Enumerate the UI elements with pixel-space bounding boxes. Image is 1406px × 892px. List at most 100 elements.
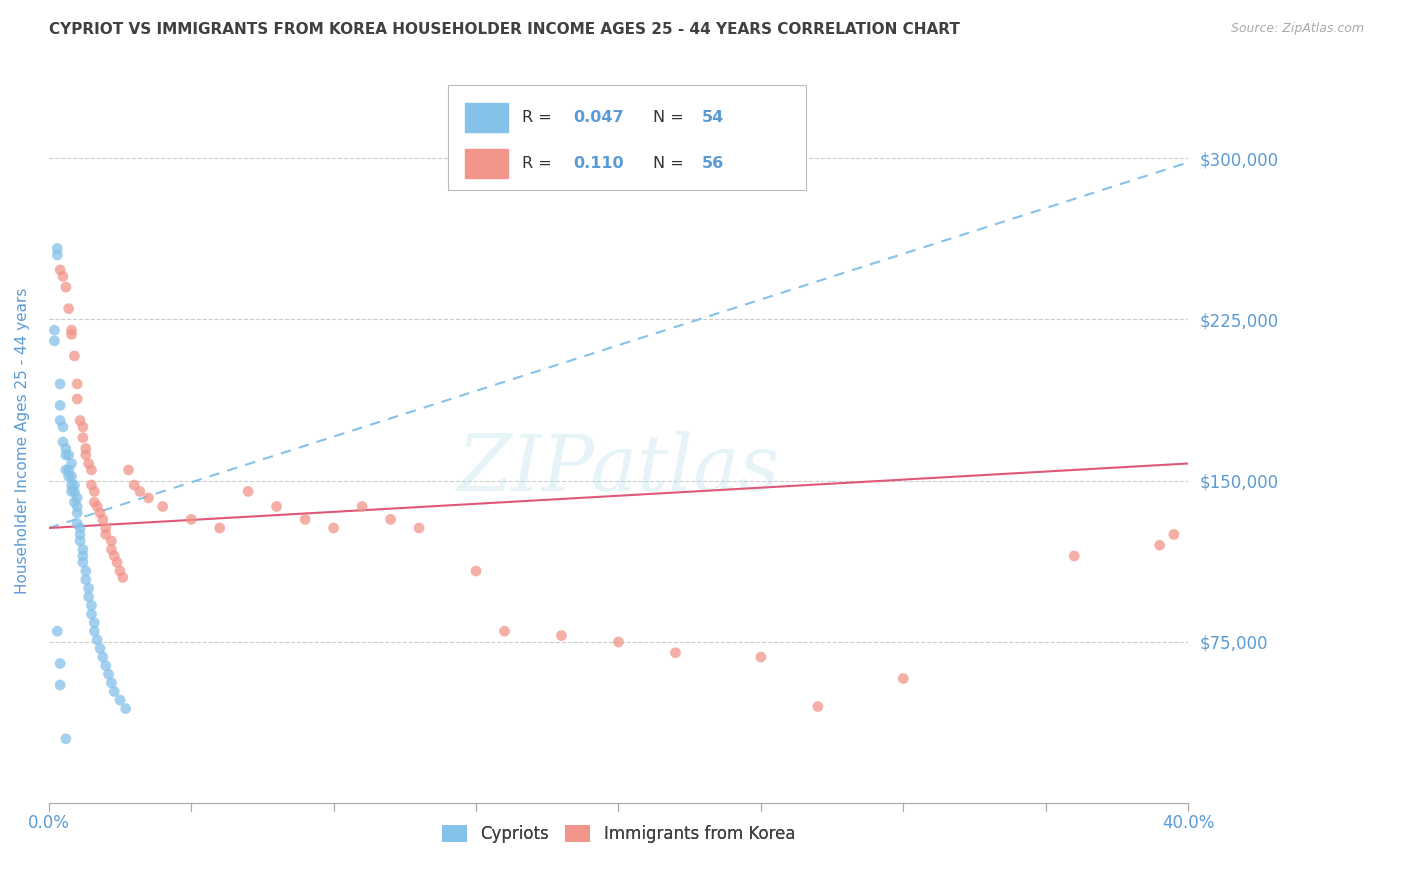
Y-axis label: Householder Income Ages 25 - 44 years: Householder Income Ages 25 - 44 years [15,287,30,593]
Point [266,500,288,514]
Point [465,564,488,578]
Point [55,463,77,477]
Point [108,564,131,578]
Point [94,658,117,673]
Point [66,516,89,531]
Point [49,413,72,427]
Point [91,512,114,526]
Point [46,248,69,262]
Text: 54: 54 [702,110,724,125]
Text: N =: N = [652,110,689,125]
Point [77,590,100,604]
Point [63,349,86,363]
Point [58,463,80,477]
Text: CYPRIOT VS IMMIGRANTS FROM KOREA HOUSEHOLDER INCOME AGES 25 - 44 YEARS CORRELATI: CYPRIOT VS IMMIGRANTS FROM KOREA HOUSEHO… [49,22,960,37]
Point [105,556,128,570]
Point [111,570,134,584]
Point [80,478,103,492]
Point [55,442,77,456]
Point [72,549,94,563]
Point [72,542,94,557]
Point [152,500,174,514]
Point [236,484,259,499]
Point [66,500,89,514]
Point [83,624,105,639]
Text: R =: R = [522,110,557,125]
Point [80,599,103,613]
Point [69,527,91,541]
Text: Source: ZipAtlas.com: Source: ZipAtlas.com [1230,22,1364,36]
Point [86,632,108,647]
Point [494,624,516,639]
Point [46,624,69,639]
Text: N =: N = [652,155,689,170]
Point [49,399,72,413]
Point [52,420,75,434]
Point [66,506,89,520]
Point [100,542,122,557]
Point [322,521,344,535]
Point [60,484,83,499]
Point [44,323,66,337]
Point [55,448,77,462]
Point [44,334,66,348]
Point [60,469,83,483]
Point [380,512,402,526]
Point [55,731,77,746]
Point [60,327,83,342]
Point [72,556,94,570]
Point [63,478,86,492]
Point [69,533,91,548]
Point [77,457,100,471]
Point [89,641,111,656]
Point [80,463,103,477]
Point [60,478,83,492]
Point [75,564,97,578]
Point [108,693,131,707]
Point [91,650,114,665]
Point [114,701,136,715]
Point [180,512,202,526]
Point [72,420,94,434]
Point [60,323,83,337]
Bar [464,149,508,178]
Point [49,263,72,277]
Point [749,650,772,665]
Point [49,657,72,671]
Point [1149,538,1171,552]
Point [664,646,686,660]
Point [49,678,72,692]
Point [77,581,100,595]
Point [72,431,94,445]
Point [55,280,77,294]
Point [52,434,75,449]
Text: ZIPatlas: ZIPatlas [457,431,780,508]
Point [58,469,80,483]
Point [75,448,97,462]
Point [60,457,83,471]
Point [80,607,103,621]
Point [63,495,86,509]
Text: 0.110: 0.110 [572,155,623,170]
Point [122,478,145,492]
Point [69,413,91,427]
FancyBboxPatch shape [447,85,807,190]
Text: 0.047: 0.047 [572,110,623,125]
Point [89,506,111,520]
Point [103,549,125,563]
Bar [464,103,508,132]
Point [1063,549,1085,563]
Point [607,635,630,649]
Text: 56: 56 [702,155,724,170]
Point [66,491,89,505]
Point [94,527,117,541]
Point [63,484,86,499]
Point [97,667,120,681]
Point [100,533,122,548]
Point [1163,527,1185,541]
Text: R =: R = [522,155,557,170]
Legend: Cypriots, Immigrants from Korea: Cypriots, Immigrants from Korea [434,818,801,849]
Point [66,376,89,391]
Point [408,521,430,535]
Point [46,241,69,255]
